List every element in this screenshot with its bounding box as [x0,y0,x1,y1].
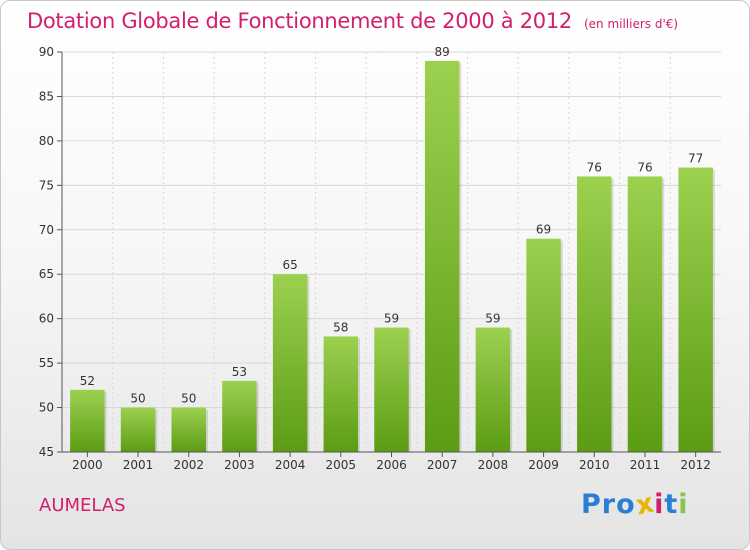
y-tick-label: 60 [39,312,54,326]
logo-letter: i [654,489,665,520]
data-label: 52 [80,374,95,388]
bar [678,167,713,453]
data-label: 77 [688,152,703,166]
y-tick-label: 90 [39,45,54,59]
y-tick-label: 75 [39,178,54,192]
bar [222,380,257,452]
bar [323,336,359,452]
bar [627,176,663,452]
y-tick-label: 70 [39,223,54,237]
data-label: 76 [637,160,652,174]
proxiti-logo[interactable]: Proxiti [581,487,689,521]
bar [374,327,409,452]
bars [70,60,715,453]
bar [577,176,612,452]
data-label: 69 [536,223,551,237]
x-tick-label: 2001 [123,458,154,472]
data-label: 50 [130,392,145,406]
logo-letter: r [601,489,617,520]
chart-title-text: Dotation Globale de Fonctionnement de 20… [27,9,572,33]
bar [70,389,105,452]
x-tick-label: 2008 [478,458,509,472]
data-label: 58 [333,320,348,334]
y-tick-label: 65 [39,267,54,281]
bar [120,407,156,452]
bar [424,60,460,453]
x-tick-label: 2011 [630,458,661,472]
axes [57,51,721,457]
x-tick-label: 2000 [72,458,103,472]
bar [475,327,511,452]
data-label: 89 [435,45,450,59]
x-tick-label: 2003 [224,458,255,472]
y-tick-label: 55 [39,356,54,370]
chart-title: Dotation Globale de Fonctionnement de 20… [27,9,678,33]
y-tick-label: 85 [39,89,54,103]
x-tick-label: 2012 [680,458,711,472]
x-tick-label: 2009 [528,458,559,472]
x-tick-label: 2006 [376,458,407,472]
y-tick-label: 80 [39,134,54,148]
data-label: 59 [384,312,399,326]
bar [171,407,206,452]
logo-letter: P [581,489,602,520]
labels: 45 50 55 60 65 70 75 80 85 90 52 2000 50 2001 50 2002 53… [39,45,711,472]
data-label: 65 [282,258,297,272]
x-tick-label: 2010 [579,458,610,472]
bar [526,238,561,452]
data-label: 76 [587,160,602,174]
y-tick-label: 50 [39,401,54,415]
logo-letter: o [616,489,636,520]
x-tick-label: 2004 [275,458,306,472]
chart-subtitle: (en milliers d'€) [583,17,679,31]
town-name: AUMELAS [39,495,126,516]
x-tick-label: 2007 [427,458,458,472]
bar [272,274,308,452]
x-tick-label: 2002 [173,458,204,472]
logo-letter: i [678,489,689,520]
data-label: 53 [232,365,247,379]
data-label: 50 [181,392,196,406]
logo-letter: t [664,489,679,520]
y-tick-label: 45 [39,445,54,459]
x-tick-label: 2005 [326,458,357,472]
data-label: 59 [485,312,500,326]
